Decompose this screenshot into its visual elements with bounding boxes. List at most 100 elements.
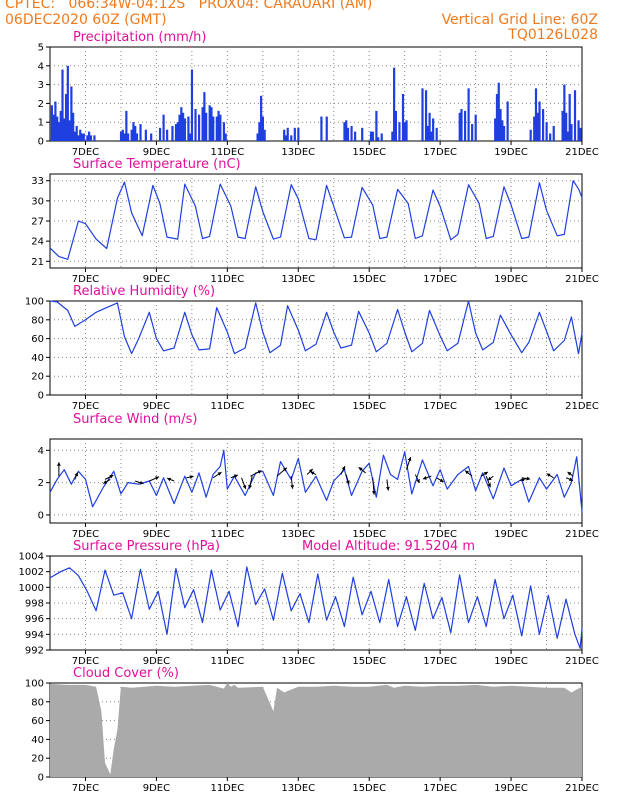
temp-ytick-label: 24 — [31, 237, 44, 248]
temp-xtick-label: 15DEC — [352, 274, 386, 285]
temp-ytick-label: 21 — [31, 257, 44, 268]
precip-ytick-label: 0 — [38, 137, 44, 148]
pressure-ytick-label: 996 — [25, 614, 44, 625]
wind-arrow-head — [487, 483, 491, 488]
precip-xtick-label: 7DEC — [72, 147, 99, 158]
precip-bar — [219, 114, 222, 141]
wind-arrow-head — [248, 484, 252, 489]
cloud-ytick-label: 100 — [25, 679, 44, 690]
precip-bar — [190, 69, 194, 141]
precip-bar — [59, 110, 62, 141]
rh-ytick-label: 100 — [25, 297, 44, 308]
wind-arrow-head — [217, 472, 222, 476]
precip-title: Precipitation (mm/h) — [73, 30, 206, 45]
wind-arrow-head — [358, 467, 363, 471]
precip-bar — [424, 90, 428, 141]
wind-arrow — [310, 471, 317, 475]
precip-bar — [174, 124, 178, 141]
precip-bar — [391, 131, 394, 141]
precip-bar — [93, 135, 96, 141]
precip-bar — [52, 114, 55, 141]
rh-frame — [49, 300, 583, 396]
precip-bar — [50, 105, 53, 141]
wind-arrow — [546, 473, 554, 479]
cloud-xtick-label: 7DEC — [72, 783, 99, 794]
precip-bar — [393, 67, 396, 141]
pressure-ytick-label: 998 — [25, 599, 44, 610]
wind-xtick-label: 15DEC — [352, 529, 386, 540]
precip-bar — [215, 116, 218, 141]
precip-bar — [166, 129, 169, 141]
wind-arrow-head — [290, 485, 295, 489]
precip-bar — [354, 131, 357, 141]
cloud-xtick-label: 15DEC — [352, 783, 386, 794]
cloud-xtick-label: 13DEC — [281, 783, 315, 794]
precip-xtick-label: 19DEC — [494, 147, 528, 158]
wind-arrow-head — [167, 477, 172, 482]
precip-bar — [171, 125, 174, 141]
precip-bar — [421, 88, 424, 141]
wind-arrow-head — [487, 476, 492, 481]
wind-arrow-head — [74, 472, 79, 477]
wind-arrow-head — [242, 485, 247, 489]
precip-xtick-label: 11DEC — [210, 147, 244, 158]
wind-arrow — [74, 472, 79, 480]
wind-panel — [46, 438, 583, 527]
precip-bar — [86, 135, 89, 141]
wind-arrow-head — [407, 457, 412, 461]
rh-xtick-label: 11DEC — [210, 401, 244, 412]
precip-bar — [460, 109, 463, 141]
wind-arrow-head — [155, 476, 160, 480]
wind-arrow-head — [422, 476, 427, 480]
precip-bar — [189, 133, 192, 141]
pressure-xtick-label: 21DEC — [565, 656, 599, 667]
temp-ytick-label: 33 — [31, 176, 44, 187]
rh-ytick-label: 20 — [31, 372, 44, 383]
pressure-title: Surface Pressure (hPa) — [73, 539, 220, 554]
precip-bar — [82, 133, 85, 141]
precip-bar — [150, 133, 153, 141]
precip-bar — [127, 133, 130, 141]
precip-bar — [70, 86, 73, 141]
wind-xtick-label: 13DEC — [281, 529, 315, 540]
precip-bar — [125, 110, 128, 141]
precip-bar — [538, 101, 541, 141]
precip-bar — [361, 127, 364, 141]
precip-bar — [561, 110, 564, 141]
precip-bar — [529, 129, 532, 141]
rh-title: Relative Humidity (%) — [73, 284, 215, 299]
wind-arrow-head — [310, 471, 315, 475]
precip-bar — [75, 125, 78, 141]
wind-arrow — [386, 479, 390, 491]
wind-arrow — [134, 480, 144, 485]
precip-bar — [205, 112, 208, 141]
precip-bar — [380, 133, 383, 141]
pressure-xtick-label: 7DEC — [72, 656, 99, 667]
precip-bar — [258, 122, 261, 141]
precip-bar — [506, 101, 509, 141]
wind-arrow-head — [416, 478, 420, 483]
precip-bar — [162, 114, 165, 141]
cloud-cover-area — [50, 683, 582, 777]
wind-arrow — [56, 462, 61, 477]
precip-bar — [217, 110, 220, 141]
cloud-title: Cloud Cover (%) — [73, 666, 179, 681]
cloud-panel — [46, 682, 583, 781]
pressure-ytick-label: 994 — [25, 630, 44, 641]
wind-arrow — [212, 471, 222, 479]
temp-series-line — [49, 180, 583, 260]
rh-xtick-label: 19DEC — [494, 401, 528, 412]
wind-arrow — [487, 475, 494, 481]
temp-xtick-label: 13DEC — [281, 274, 315, 285]
precip-ytick-label: 1 — [38, 118, 44, 129]
precip-bar — [77, 135, 80, 141]
precip-bar — [89, 135, 92, 141]
precip-bar — [180, 107, 183, 141]
precip-bar — [203, 92, 206, 141]
precip-bar — [64, 94, 68, 141]
pressure-ytick-label: 1000 — [19, 583, 44, 594]
pressure-xtick-label: 19DEC — [494, 656, 528, 667]
temp-xtick-label: 21DEC — [565, 274, 599, 285]
wind-arrow-head — [569, 477, 573, 481]
precip-bar — [139, 124, 142, 141]
